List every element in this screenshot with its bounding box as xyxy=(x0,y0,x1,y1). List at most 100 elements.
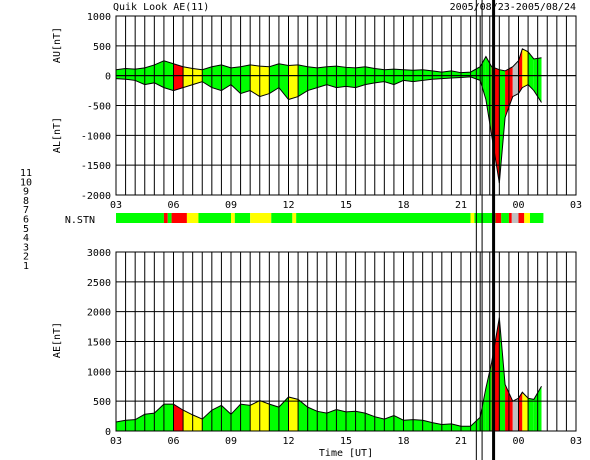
station-count-segment xyxy=(198,213,231,223)
ae-area-segment xyxy=(125,419,136,431)
station-count-segment xyxy=(511,213,519,223)
al-area-segment xyxy=(413,75,423,82)
station-count-legend-label: 1 xyxy=(23,261,29,272)
station-count-segment xyxy=(530,213,544,223)
ae-area-segment xyxy=(298,399,308,431)
y-tick-label: 1500 xyxy=(87,338,111,349)
ae-area-segment xyxy=(470,417,481,431)
ae-area-segment xyxy=(336,409,346,431)
ae-area-segment xyxy=(355,411,366,431)
x-tick-label: 18 xyxy=(397,436,409,447)
ae-area-segment xyxy=(326,409,337,431)
au-series-line xyxy=(115,48,542,74)
y-tick-label: 2000 xyxy=(87,308,111,319)
al-area-segment xyxy=(163,75,174,91)
al-area-segment xyxy=(374,75,385,83)
x-tick-label: 03 xyxy=(570,200,582,211)
al-area-segment xyxy=(355,75,366,88)
station-count-segment xyxy=(474,213,496,223)
al-area-segment xyxy=(154,75,164,88)
au-area-segment xyxy=(512,60,519,76)
au-area-segment xyxy=(298,64,308,76)
ae-area-segment xyxy=(441,423,452,431)
ae-area-segment xyxy=(365,413,375,431)
al-area-segment xyxy=(221,75,231,91)
au-area-segment xyxy=(307,66,318,76)
au-area-segment xyxy=(259,66,270,76)
au-area-segment xyxy=(250,64,260,76)
x-tick-label: 18 xyxy=(397,200,409,211)
au-area-segment xyxy=(499,69,506,76)
au-area-segment xyxy=(470,66,481,76)
ae-area-segment xyxy=(269,404,279,431)
al-area-segment xyxy=(288,75,299,100)
ae-area-segment xyxy=(528,398,534,431)
al-area-segment xyxy=(326,75,337,88)
station-count-segment xyxy=(271,213,293,223)
au-area-segment xyxy=(518,48,523,76)
ae-area-segment xyxy=(221,405,231,431)
x-tick-label: 15 xyxy=(340,200,352,211)
ae-area-segment xyxy=(413,419,423,431)
station-count-segment xyxy=(250,213,272,223)
ae-axis-label: AE[nT] xyxy=(52,322,63,358)
al-area-segment xyxy=(512,75,519,97)
ae-area-segment xyxy=(288,396,299,431)
y-tick-label: 0 xyxy=(105,72,111,83)
station-count-segment xyxy=(508,213,512,223)
ae-area-segment xyxy=(231,404,241,431)
au-area-segment xyxy=(355,66,366,76)
ae-area-segment xyxy=(307,407,318,431)
au-area-segment xyxy=(125,68,136,76)
au-area-segment xyxy=(211,64,222,76)
al-axis-label: AL[nT] xyxy=(52,117,63,153)
y-tick-label: -2000 xyxy=(81,191,111,202)
al-area-segment xyxy=(240,75,251,94)
au-area-segment xyxy=(135,67,145,76)
ae-area-segment xyxy=(250,400,260,431)
ae-area-segment xyxy=(202,410,212,431)
ae-area-segment xyxy=(403,419,414,431)
nstn-label: N.STN xyxy=(65,215,95,226)
au-area-segment xyxy=(393,69,404,76)
chart-title: Quik Look AE(11) xyxy=(113,2,209,13)
al-area-segment xyxy=(173,75,184,91)
al-area-segment xyxy=(346,75,356,88)
al-area-segment xyxy=(135,75,145,85)
y-tick-label: -500 xyxy=(87,102,111,113)
ae-area-segment xyxy=(173,404,184,431)
al-area-segment xyxy=(499,75,506,184)
x-tick-label: 00 xyxy=(512,200,524,211)
au-area-segment xyxy=(163,60,174,76)
station-count-legend-label: 11 xyxy=(20,168,32,179)
al-area-segment xyxy=(192,75,203,85)
al-area-segment xyxy=(298,75,308,97)
station-count-legend-label: 6 xyxy=(23,215,29,226)
x-tick-label: 09 xyxy=(225,200,237,211)
al-area-segment xyxy=(211,75,222,91)
au-area-segment xyxy=(326,66,337,76)
au-area-segment xyxy=(522,48,529,76)
station-count-segment xyxy=(296,213,471,223)
station-count-segment xyxy=(495,213,502,223)
al-area-segment xyxy=(336,75,346,88)
al-area-segment xyxy=(278,75,289,100)
station-count-segment xyxy=(234,213,251,223)
station-count-segment xyxy=(292,213,297,223)
al-area-segment xyxy=(518,75,523,94)
ae-area-segment xyxy=(518,392,523,431)
station-count-legend-label: 2 xyxy=(23,252,29,263)
au-area-segment xyxy=(346,67,356,76)
ae-area-segment xyxy=(432,422,442,431)
al-area-segment xyxy=(528,75,534,91)
station-count-segment xyxy=(501,213,509,223)
station-count-bar xyxy=(116,213,544,223)
au-area-segment xyxy=(154,60,164,76)
ae-area-segment xyxy=(116,420,126,431)
ae-area-segment xyxy=(485,362,492,431)
x-tick-label: 12 xyxy=(282,200,294,211)
station-count-segment xyxy=(518,213,525,223)
y-tick-label: 2500 xyxy=(87,278,111,289)
station-count-legend-label: 7 xyxy=(23,205,29,216)
